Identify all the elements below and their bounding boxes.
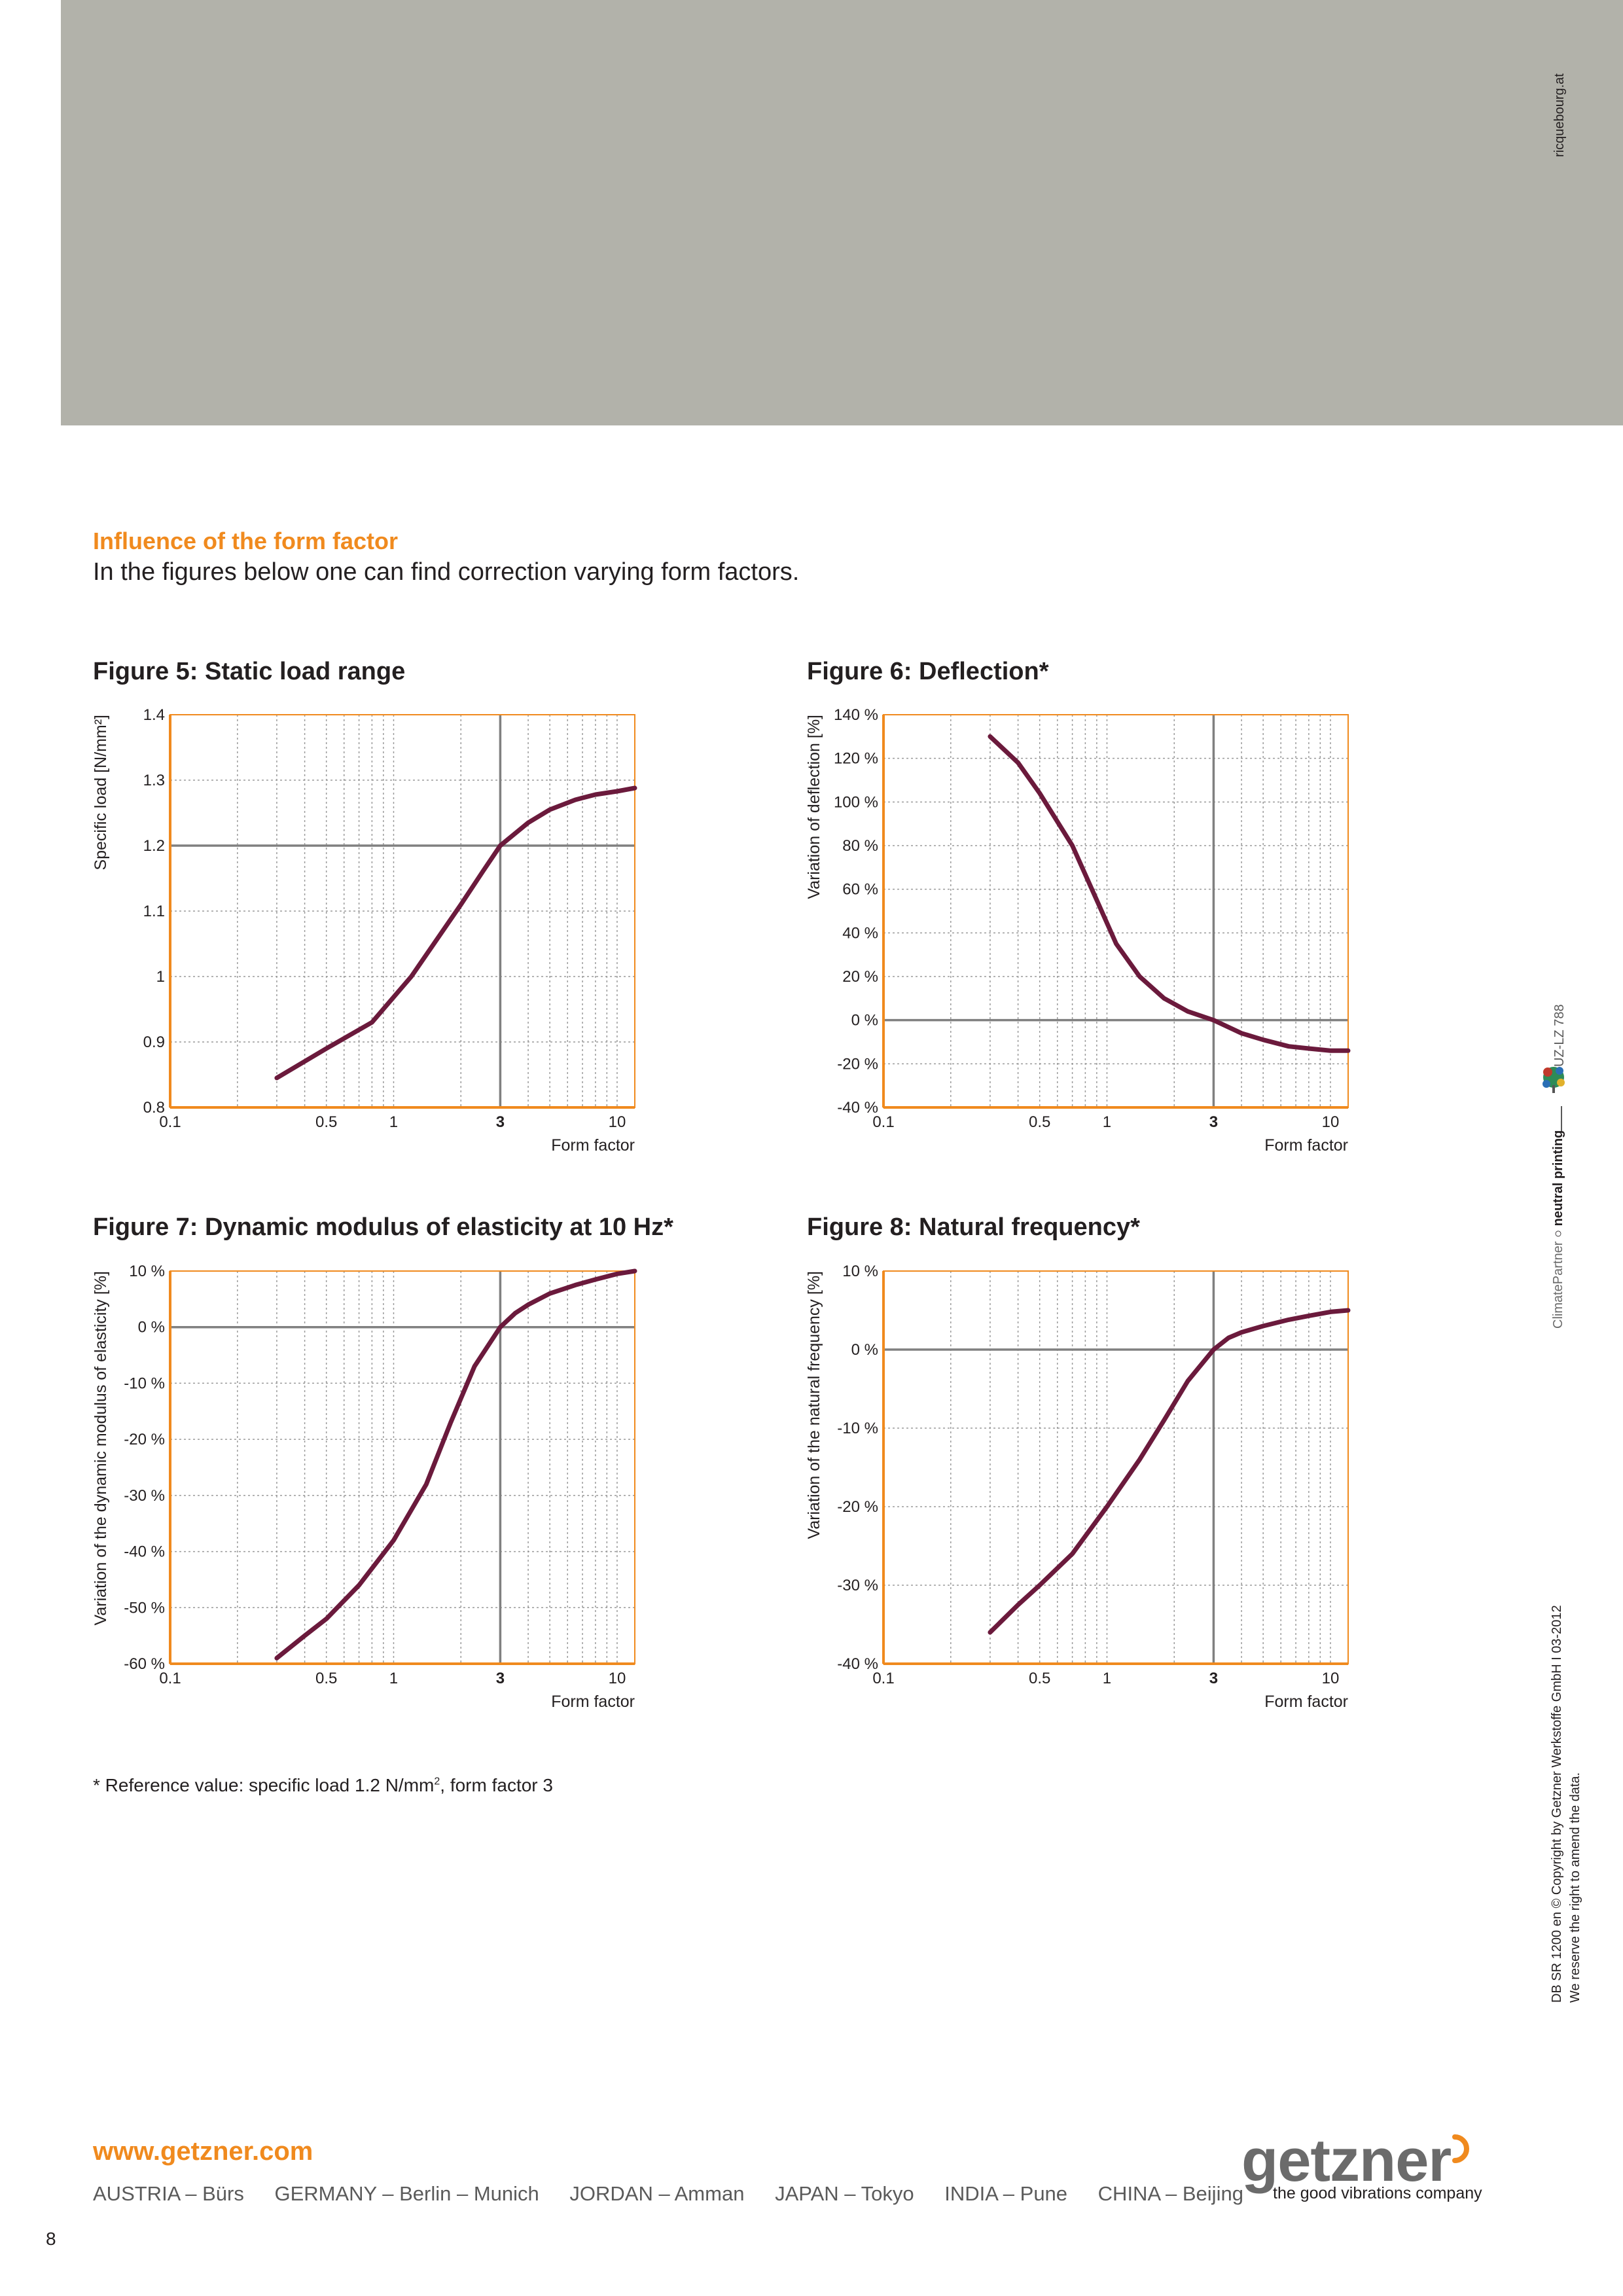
y-axis-label: Specific load [N/mm²] xyxy=(92,715,110,870)
figure-7-title: Figure 7: Dynamic modulus of elasticity … xyxy=(93,1213,673,1241)
x-tick-label: 3 xyxy=(496,1113,505,1131)
x-axis-label: Form factor xyxy=(1264,1136,1348,1155)
x-tick-label: 3 xyxy=(1209,1670,1218,1687)
data-series-line xyxy=(988,734,1351,1053)
x-tick-label: 0.5 xyxy=(315,1670,337,1687)
y-tick-label: 0 % xyxy=(138,1319,165,1336)
y-axis-label: Variation of the natural frequency [%] xyxy=(805,1271,823,1539)
y-tick-label: 10 % xyxy=(842,1263,878,1280)
y-tick-label: -20 % xyxy=(837,1055,878,1073)
y-tick-label: -50 % xyxy=(124,1599,165,1617)
plot-area xyxy=(170,715,635,1107)
location-item: GERMANY – Berlin – Munich xyxy=(274,2182,539,2205)
y-tick-label: 0.8 xyxy=(143,1099,165,1117)
logo-arc-icon xyxy=(1452,2134,1469,2163)
y-tick-label: -20 % xyxy=(837,1498,878,1516)
location-item: JAPAN – Tokyo xyxy=(775,2182,914,2205)
y-tick-label: -10 % xyxy=(124,1374,165,1392)
y-tick-label: -40 % xyxy=(837,1655,878,1673)
figure-5-title: Figure 5: Static load range xyxy=(93,658,406,685)
x-tick-label: 0.5 xyxy=(1029,1113,1050,1131)
y-tick-label: 100 % xyxy=(834,793,878,811)
plot-area xyxy=(170,1271,635,1664)
y-tick-label: -40 % xyxy=(837,1099,878,1117)
section-heading: Influence of the form factor xyxy=(93,528,399,554)
x-tick-label: 1 xyxy=(1103,1113,1111,1131)
y-tick-label: 40 % xyxy=(842,924,878,942)
y-tick-label: 80 % xyxy=(842,837,878,855)
plot-area xyxy=(883,715,1348,1107)
y-axis-label: Variation of deflection [%] xyxy=(805,715,823,899)
y-tick-label: 10 % xyxy=(129,1263,165,1280)
reference-footnote: * Reference value: specific load 1.2 N/m… xyxy=(93,1775,553,1795)
y-tick-label: 120 % xyxy=(834,750,878,768)
location-item: INDIA – Pune xyxy=(944,2182,1068,2205)
certification-code: UZ-LZ 788 xyxy=(1552,1004,1567,1067)
x-tick-label: 1 xyxy=(389,1113,398,1131)
data-series-line xyxy=(274,1268,637,1660)
y-tick-label: -20 % xyxy=(124,1431,165,1448)
x-tick-label: 3 xyxy=(1209,1113,1218,1131)
figure-6-title: Figure 6: Deflection* xyxy=(807,658,1049,685)
x-tick-label: 10 xyxy=(1322,1670,1340,1687)
x-tick-label: 1 xyxy=(1103,1670,1111,1687)
y-tick-label: 60 % xyxy=(842,881,878,899)
section-intro: In the figures below one can find correc… xyxy=(93,558,800,586)
x-tick-label: 0.1 xyxy=(872,1670,894,1687)
locations-list: AUSTRIA – Bürs GERMANY – Berlin – Munich… xyxy=(93,2182,1268,2206)
x-tick-label: 3 xyxy=(496,1670,505,1687)
x-axis-label: Form factor xyxy=(1264,1693,1348,1711)
location-item: AUSTRIA – Bürs xyxy=(93,2182,244,2205)
website-link[interactable]: www.getzner.com xyxy=(93,2137,313,2166)
y-tick-label: 1.3 xyxy=(143,772,165,789)
y-tick-label: 1.2 xyxy=(143,837,165,855)
y-tick-label: 20 % xyxy=(842,968,878,986)
x-tick-label: 0.1 xyxy=(159,1113,181,1131)
y-tick-label: -60 % xyxy=(124,1655,165,1673)
figure-8-title: Figure 8: Natural frequency* xyxy=(807,1213,1140,1241)
page-number: 8 xyxy=(46,2229,56,2249)
x-tick-label: 0.5 xyxy=(315,1113,337,1131)
y-tick-label: -30 % xyxy=(124,1487,165,1505)
x-tick-label: 0.1 xyxy=(159,1670,181,1687)
x-tick-label: 1 xyxy=(389,1670,398,1687)
figure-6-chart: -40 % -20 % 0 % 20 % 40 % 60 % 80 % 100 % 120 % 1… xyxy=(805,706,1351,1155)
y-tick-label: 0.9 xyxy=(143,1033,165,1051)
copyright-note: DB SR 1200 en © Copyright by Getzner Wer… xyxy=(1550,1605,1564,2003)
plot-area xyxy=(883,1271,1348,1664)
getzner-logo: getzner the good vibrations company xyxy=(1241,2127,1482,2206)
y-tick-label: 0 % xyxy=(851,1341,878,1359)
y-tick-label: 140 % xyxy=(834,706,878,724)
y-axis-label: Variation of the dynamic modulus of elas… xyxy=(92,1271,110,1625)
data-series-line xyxy=(274,785,637,1081)
x-tick-label: 10 xyxy=(609,1670,626,1687)
x-axis-label: Form factor xyxy=(551,1136,635,1155)
logo-tagline: the good vibrations company xyxy=(1273,2184,1482,2202)
y-tick-label: -40 % xyxy=(124,1543,165,1561)
x-tick-label: 0.1 xyxy=(872,1113,894,1131)
y-tick-label: 1.1 xyxy=(143,903,165,920)
header-banner xyxy=(61,0,1623,425)
photo-credit: ricquebourg.at xyxy=(1552,73,1567,157)
x-tick-label: 0.5 xyxy=(1029,1670,1050,1687)
climate-partner-mark: ClimatePartner ○ neutral printing xyxy=(1551,1130,1565,1329)
sidebar-divider xyxy=(1561,1106,1562,1132)
x-tick-label: 10 xyxy=(609,1113,626,1131)
x-tick-label: 10 xyxy=(1322,1113,1340,1131)
reserve-note: We reserve the right to amend the data. xyxy=(1568,1772,1582,2003)
data-series-line xyxy=(988,1308,1351,1635)
y-tick-label: 1 xyxy=(156,968,165,986)
figure-7-chart: -60 % -50 % -40 % -30 % -20 % -10 % 0 % 10 % 0.1… xyxy=(92,1263,637,1711)
logo-wordmark: getzner xyxy=(1241,2127,1452,2194)
location-item: JORDAN – Amman xyxy=(569,2182,745,2205)
y-tick-label: -30 % xyxy=(837,1577,878,1594)
x-axis-label: Form factor xyxy=(551,1693,635,1711)
ecolabel-tree-icon xyxy=(1543,1067,1565,1093)
figure-8-chart: -40 % -30 % -20 % -10 % 0 % 10 % 0.1 0.5 1 3 10 For… xyxy=(805,1263,1351,1711)
y-tick-label: -10 % xyxy=(837,1420,878,1437)
figure-5-chart: 0.8 0.9 1 1.1 1.2 1.3 1.4 0.1 0.5 1 3 10 Form factor… xyxy=(92,706,637,1155)
y-tick-label: 1.4 xyxy=(143,706,165,724)
y-tick-label: 0 % xyxy=(851,1012,878,1030)
location-item: CHINA – Beijing xyxy=(1097,2182,1243,2205)
